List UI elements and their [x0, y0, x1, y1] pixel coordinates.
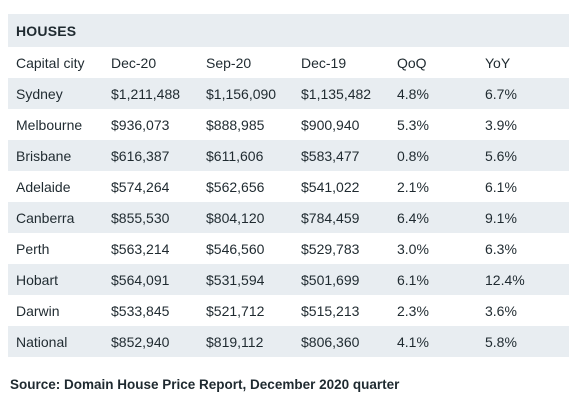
cell-dec-19: $583,477 [293, 140, 389, 171]
cell-dec-19: $1,135,482 [293, 78, 389, 109]
cell-city: Brisbane [8, 140, 103, 171]
cell-yoy: 3.6% [477, 295, 570, 326]
cell-sep-20: $1,156,090 [198, 78, 293, 109]
cell-dec-20: $574,264 [103, 171, 198, 202]
cell-dec-19: $900,940 [293, 109, 389, 140]
house-price-table: HOUSES Capital city Dec-20 Sep-20 Dec-19… [8, 14, 570, 357]
cell-sep-20: $521,712 [198, 295, 293, 326]
cell-city: National [8, 326, 103, 357]
cell-sep-20: $819,112 [198, 326, 293, 357]
table-row: Brisbane $616,387 $611,606 $583,477 0.8%… [8, 140, 570, 171]
cell-city: Hobart [8, 264, 103, 295]
table-title: HOUSES [8, 14, 570, 47]
table-row: Canberra $855,530 $804,120 $784,459 6.4%… [8, 202, 570, 233]
table-row: Adelaide $574,264 $562,656 $541,022 2.1%… [8, 171, 570, 202]
table-row: National $852,940 $819,112 $806,360 4.1%… [8, 326, 570, 357]
cell-city: Darwin [8, 295, 103, 326]
cell-yoy: 12.4% [477, 264, 570, 295]
table-title-row: HOUSES [8, 14, 570, 47]
cell-city: Perth [8, 233, 103, 264]
cell-city: Melbourne [8, 109, 103, 140]
header-sep-20: Sep-20 [198, 47, 293, 78]
cell-city: Adelaide [8, 171, 103, 202]
header-qoq: QoQ [389, 47, 477, 78]
cell-yoy: 6.1% [477, 171, 570, 202]
cell-city: Canberra [8, 202, 103, 233]
source-caption: Source: Domain House Price Report, Decem… [10, 377, 400, 392]
cell-yoy: 5.8% [477, 326, 570, 357]
cell-qoq: 3.0% [389, 233, 477, 264]
cell-dec-19: $529,783 [293, 233, 389, 264]
cell-dec-20: $616,387 [103, 140, 198, 171]
table-row: Perth $563,214 $546,560 $529,783 3.0% 6.… [8, 233, 570, 264]
table-row: Sydney $1,211,488 $1,156,090 $1,135,482 … [8, 78, 570, 109]
cell-sep-20: $804,120 [198, 202, 293, 233]
cell-qoq: 2.3% [389, 295, 477, 326]
cell-qoq: 6.1% [389, 264, 477, 295]
cell-sep-20: $531,594 [198, 264, 293, 295]
cell-dec-19: $806,360 [293, 326, 389, 357]
cell-city: Sydney [8, 78, 103, 109]
cell-qoq: 4.8% [389, 78, 477, 109]
cell-yoy: 5.6% [477, 140, 570, 171]
header-yoy: YoY [477, 47, 570, 78]
cell-qoq: 5.3% [389, 109, 477, 140]
cell-yoy: 3.9% [477, 109, 570, 140]
table-row: Melbourne $936,073 $888,985 $900,940 5.3… [8, 109, 570, 140]
cell-dec-20: $855,530 [103, 202, 198, 233]
cell-yoy: 9.1% [477, 202, 570, 233]
cell-qoq: 2.1% [389, 171, 477, 202]
cell-dec-20: $563,214 [103, 233, 198, 264]
cell-sep-20: $562,656 [198, 171, 293, 202]
cell-dec-20: $564,091 [103, 264, 198, 295]
header-dec-19: Dec-19 [293, 47, 389, 78]
cell-sep-20: $546,560 [198, 233, 293, 264]
cell-dec-19: $501,699 [293, 264, 389, 295]
cell-yoy: 6.7% [477, 78, 570, 109]
cell-dec-19: $515,213 [293, 295, 389, 326]
cell-yoy: 6.3% [477, 233, 570, 264]
cell-qoq: 4.1% [389, 326, 477, 357]
cell-dec-19: $541,022 [293, 171, 389, 202]
header-dec-20: Dec-20 [103, 47, 198, 78]
cell-dec-20: $936,073 [103, 109, 198, 140]
cell-dec-20: $852,940 [103, 326, 198, 357]
header-capital-city: Capital city [8, 47, 103, 78]
table-row: Hobart $564,091 $531,594 $501,699 6.1% 1… [8, 264, 570, 295]
cell-dec-20: $1,211,488 [103, 78, 198, 109]
cell-qoq: 6.4% [389, 202, 477, 233]
cell-qoq: 0.8% [389, 140, 477, 171]
table-header-row: Capital city Dec-20 Sep-20 Dec-19 QoQ Yo… [8, 47, 570, 78]
cell-dec-20: $533,845 [103, 295, 198, 326]
cell-dec-19: $784,459 [293, 202, 389, 233]
cell-sep-20: $611,606 [198, 140, 293, 171]
cell-sep-20: $888,985 [198, 109, 293, 140]
table-row: Darwin $533,845 $521,712 $515,213 2.3% 3… [8, 295, 570, 326]
